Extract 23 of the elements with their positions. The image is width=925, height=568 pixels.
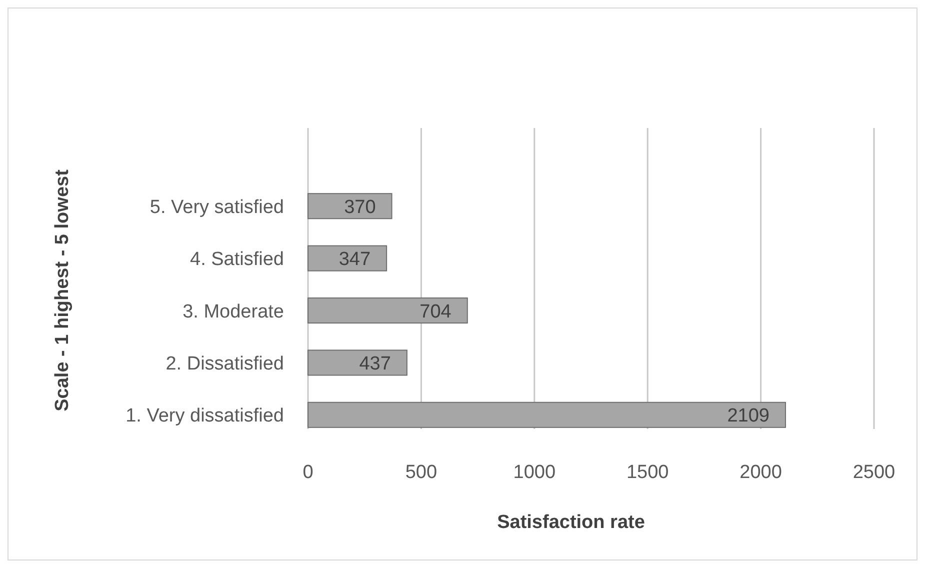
x-tick-label: 500	[405, 462, 438, 483]
y-tick-label: 2. Dissatisfied	[166, 354, 284, 375]
x-tick-label: 1000	[513, 462, 556, 483]
x-tick-label: 2000	[740, 462, 782, 483]
y-tick-label: 3. Moderate	[182, 301, 284, 322]
data-label: 704	[420, 301, 452, 322]
y-tick-label: 4. Satisfied	[190, 249, 284, 270]
x-tick-label: 2500	[852, 462, 896, 483]
bar	[308, 297, 468, 324]
bar	[308, 245, 388, 272]
x-tick-label: 1500	[626, 462, 669, 483]
data-label: 370	[344, 196, 376, 218]
bar	[308, 193, 392, 220]
y-axis-title: Scale - 1 highest - 5 lowest	[52, 168, 73, 412]
bar	[308, 402, 786, 428]
data-label: 347	[338, 249, 371, 270]
x-tick-label: 0	[302, 462, 314, 483]
data-label: 2109	[727, 406, 770, 427]
data-label: 437	[359, 354, 391, 375]
bar	[308, 350, 408, 376]
y-tick-label: 1. Very dissatisfied	[126, 406, 284, 427]
y-tick-label: 5. Very satisfied	[150, 196, 284, 218]
x-axis-title: Satisfaction rate	[497, 512, 645, 533]
